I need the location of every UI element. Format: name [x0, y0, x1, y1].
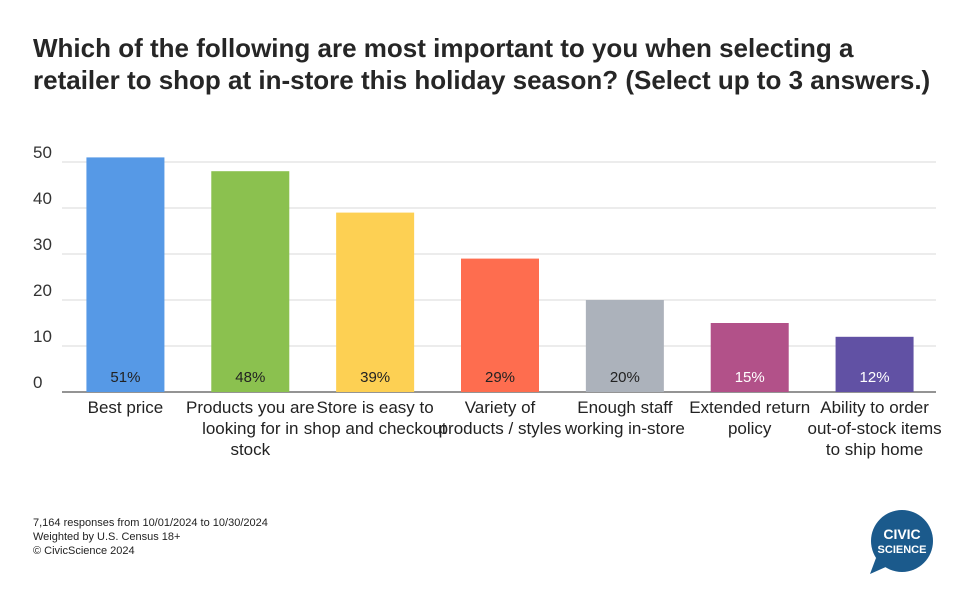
footnote-weighting: Weighted by U.S. Census 18+: [33, 531, 181, 543]
category-label: Store is easy to shop and checkout: [304, 398, 447, 438]
footnote-responses: 7,164 responses from 10/01/2024 to 10/30…: [33, 517, 268, 529]
bar: [585, 300, 664, 392]
bars: [86, 157, 914, 392]
bar-value-label: 29%: [485, 369, 515, 386]
bar-value-label: 48%: [235, 369, 265, 386]
category-label: Best price: [88, 398, 164, 417]
footnote: 7,164 responses from 10/01/2024 to 10/30…: [33, 516, 268, 558]
bar-value-label: 20%: [610, 369, 640, 386]
bar: [461, 258, 539, 392]
y-tick-label: 10: [33, 327, 52, 346]
bar: [86, 157, 165, 392]
y-axis-ticks: 0 10 20 30 40 50: [33, 143, 52, 392]
y-tick-label: 0: [33, 373, 42, 392]
category-labels: Best price Products you are looking for in…: [88, 398, 942, 459]
logo-text-civic: CIVIC: [883, 526, 920, 542]
y-tick-label: 30: [33, 235, 52, 254]
category-label: Products you are looking for in stock: [186, 398, 315, 459]
bar: [211, 171, 290, 392]
chart-title: Which of the following are most importan…: [33, 33, 931, 95]
bar-value-label: 51%: [110, 369, 140, 386]
bar-value-label: 15%: [735, 369, 765, 386]
bar: [835, 336, 914, 392]
logo-text-science: SCIENCE: [878, 544, 927, 556]
y-tick-label: 20: [33, 281, 52, 300]
y-tick-label: 40: [33, 189, 52, 208]
bar-chart: 0 10 20 30 40 50 51% 48% 39% 29% 20% 15% 12% Best p…: [33, 143, 942, 459]
bar: [336, 212, 415, 392]
category-label: Enough staff working in-store: [564, 398, 685, 438]
footnote-copyright: © CivicScience 2024: [33, 545, 135, 557]
value-labels: 51% 48% 39% 29% 20% 15% 12%: [110, 369, 889, 386]
bar: [710, 323, 789, 392]
bar-value-label: 12%: [860, 369, 890, 386]
civicscience-logo: CIVIC SCIENCE: [870, 510, 933, 574]
category-label: Extended return policy: [689, 398, 810, 438]
bar-value-label: 39%: [360, 369, 390, 386]
category-label: Ability to order out-of-stock items to shi…: [807, 398, 941, 459]
y-tick-label: 50: [33, 143, 52, 162]
category-label: Variety of products / styles: [439, 398, 562, 438]
